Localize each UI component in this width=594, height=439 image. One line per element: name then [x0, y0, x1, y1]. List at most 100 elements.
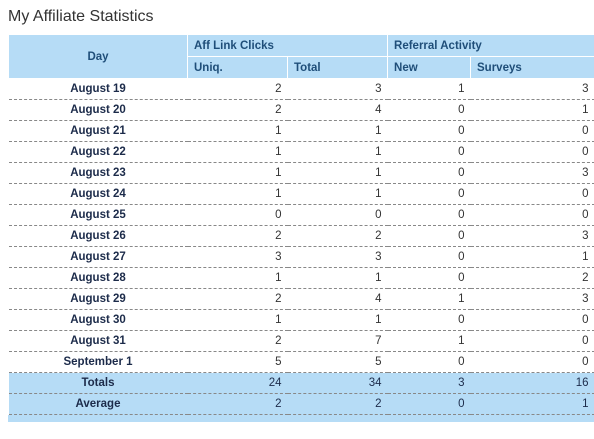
- row-label: August 29: [8, 288, 188, 310]
- cell: 0: [287, 204, 388, 226]
- cell: 2: [470, 267, 594, 289]
- cell: 7: [287, 330, 388, 352]
- cell: 1: [287, 141, 388, 163]
- cell: 2: [187, 288, 288, 310]
- cell: 0: [387, 267, 471, 289]
- cell: 3: [187, 246, 288, 268]
- cell: 1: [187, 267, 288, 289]
- cell: 1: [187, 162, 288, 184]
- column-header: Day: [8, 34, 188, 79]
- data-row: August 29 2 4 1 3: [8, 288, 594, 310]
- column-header: Total: [286, 56, 389, 79]
- data-row: August 24 1 1 0 0: [8, 183, 594, 205]
- row-label: August 22: [8, 141, 188, 163]
- row-label: August 23: [8, 162, 188, 184]
- cell: 1: [470, 393, 594, 415]
- data-row: August 19 2 3 1 3: [8, 78, 594, 100]
- column-header: Surveys: [470, 56, 594, 79]
- cell: 2: [187, 393, 288, 415]
- cell: 0: [387, 120, 471, 142]
- data-row: August 20 2 4 0 1: [8, 99, 594, 121]
- cell: 3: [470, 288, 594, 310]
- group-header: Referral Activity: [387, 34, 594, 57]
- cell: 0: [470, 330, 594, 352]
- row-label: August 30: [8, 309, 188, 331]
- cell: 0: [470, 204, 594, 226]
- cell: 2: [287, 225, 388, 247]
- cell: 1: [387, 288, 471, 310]
- row-label: September 1: [8, 351, 188, 373]
- cell: 0: [387, 162, 471, 184]
- cell: 2: [187, 78, 288, 100]
- cell: 3: [287, 78, 388, 100]
- cell: 2: [187, 330, 288, 352]
- cell: 2: [287, 393, 388, 415]
- row-label: August 28: [8, 267, 188, 289]
- cell: 1: [187, 309, 288, 331]
- row-label: August 21: [8, 120, 188, 142]
- row-label: August 20: [8, 99, 188, 121]
- cell: 1: [387, 78, 471, 100]
- cell: 0: [387, 309, 471, 331]
- data-row: August 30 1 1 0 0: [8, 309, 594, 331]
- cell: 1: [187, 120, 288, 142]
- data-row: August 21 1 1 0 0: [8, 120, 594, 142]
- cell: 0: [387, 141, 471, 163]
- cell: 4: [287, 99, 388, 121]
- cell: 0: [387, 204, 471, 226]
- cell: 0: [387, 393, 471, 415]
- cell: 0: [470, 183, 594, 205]
- cell: 0: [387, 225, 471, 247]
- cell: 3: [287, 246, 388, 268]
- cell: 3: [387, 372, 471, 394]
- cell: 0: [387, 351, 471, 373]
- row-label: August 27: [8, 246, 188, 268]
- cell: 3: [470, 225, 594, 247]
- stats-panel: Day Aff Link Clicks Referral Activity Un…: [8, 34, 594, 422]
- data-row: August 31 2 7 1 0: [8, 330, 594, 352]
- cell: 0: [470, 351, 594, 373]
- cell: 0: [470, 120, 594, 142]
- data-row: August 25 0 0 0 0: [8, 204, 594, 226]
- cell: 0: [387, 246, 471, 268]
- table-footer-band: [8, 415, 594, 422]
- column-header: New: [387, 56, 472, 79]
- table-body: August 19 2 3 1 3 August 20 2 4 0 1 August 21 1 1 0 0 A…: [8, 78, 594, 415]
- cell: 1: [287, 183, 388, 205]
- cell: 1: [187, 141, 288, 163]
- row-label: August 24: [8, 183, 188, 205]
- row-label: August 26: [8, 225, 188, 247]
- cell: 3: [470, 162, 594, 184]
- cell: 5: [187, 351, 288, 373]
- group-header: Aff Link Clicks: [186, 34, 389, 57]
- column-header: Uniq.: [187, 56, 288, 79]
- row-label: Average: [8, 393, 188, 415]
- cell: 1: [470, 99, 594, 121]
- cell: 5: [287, 351, 388, 373]
- data-row: August 22 1 1 0 0: [8, 141, 594, 163]
- cell: 4: [287, 288, 388, 310]
- data-row: August 27 3 3 0 1: [8, 246, 594, 268]
- cell: 1: [470, 246, 594, 268]
- cell: 0: [387, 99, 471, 121]
- row-label: Totals: [8, 372, 188, 394]
- cell: 1: [287, 267, 388, 289]
- summary-row: Average 2 2 0 1: [8, 393, 594, 415]
- data-row: August 23 1 1 0 3: [8, 162, 594, 184]
- cell: 0: [470, 141, 594, 163]
- data-row: August 26 2 2 0 3: [8, 225, 594, 247]
- cell: 0: [387, 183, 471, 205]
- row-label: August 31: [8, 330, 188, 352]
- stats-table: Day Aff Link Clicks Referral Activity Un…: [8, 34, 594, 415]
- cell: 1: [287, 120, 388, 142]
- cell: 34: [287, 372, 388, 394]
- cell: 1: [387, 330, 471, 352]
- cell: 3: [470, 78, 594, 100]
- cell: 16: [470, 372, 594, 394]
- cell: 1: [287, 309, 388, 331]
- page-title: My Affiliate Statistics: [8, 8, 154, 25]
- cell: 1: [287, 162, 388, 184]
- data-row: August 28 1 1 0 2: [8, 267, 594, 289]
